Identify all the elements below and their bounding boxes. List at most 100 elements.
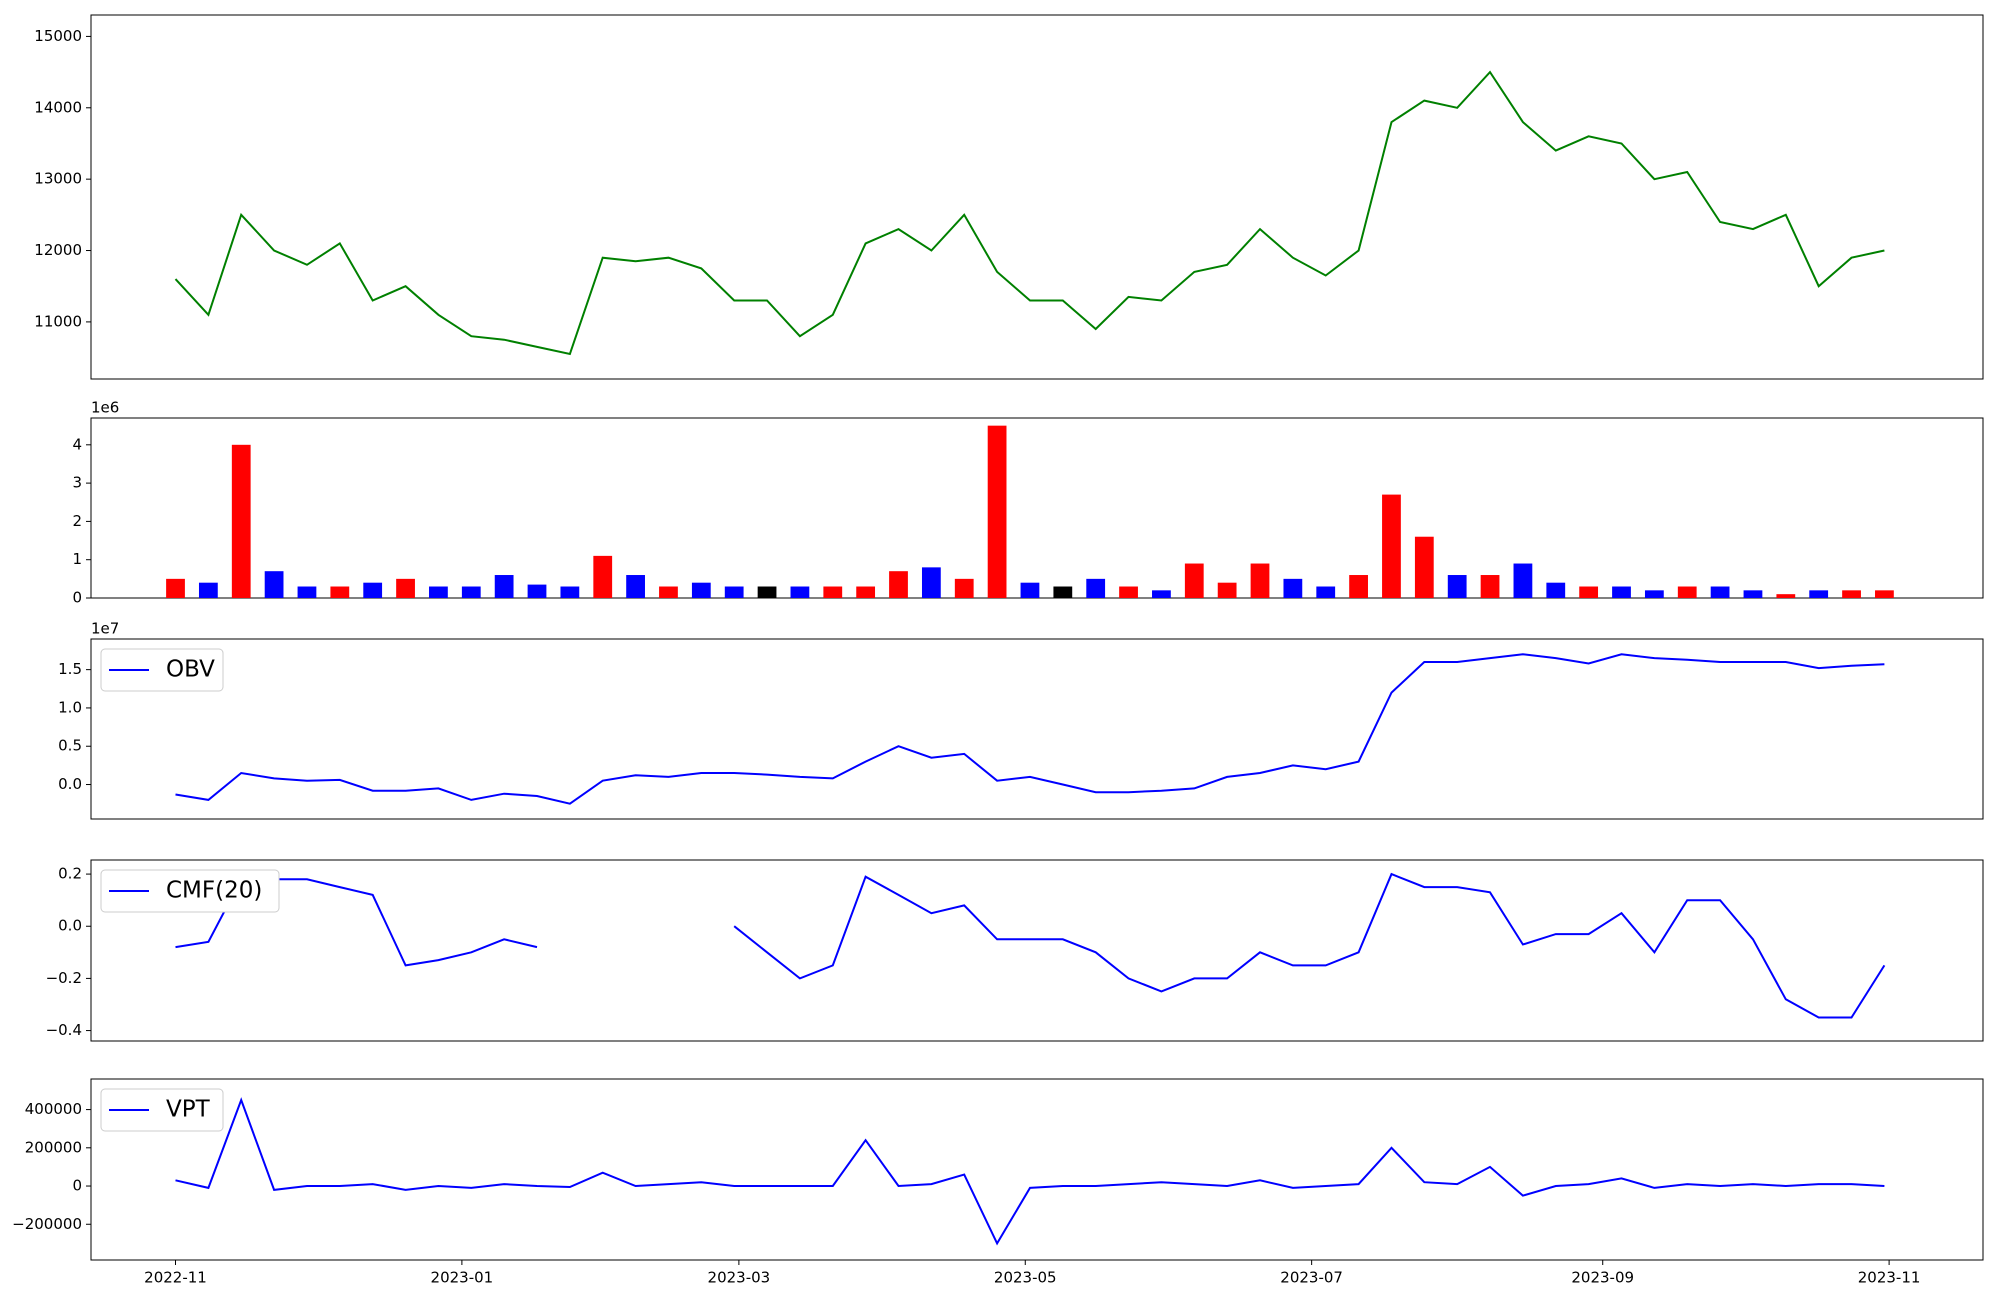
y-tick-label: 200000 xyxy=(25,1138,82,1156)
legend-box xyxy=(100,1088,224,1132)
y-tick-label: 0 xyxy=(72,1177,82,1195)
y-tick-label: 1.5 xyxy=(58,660,82,678)
plot-frame xyxy=(90,859,1984,1042)
bar xyxy=(1842,590,1861,598)
y-tick-label: 0.5 xyxy=(58,737,82,755)
y-tick-label: 14000 xyxy=(34,98,82,116)
x-tick-label: 2023-11 xyxy=(1858,1269,1921,1287)
bar xyxy=(1513,563,1533,598)
legend-box xyxy=(100,648,224,692)
plot-frame xyxy=(90,417,1984,599)
plot-frame xyxy=(90,14,1984,380)
legend-label: OBV xyxy=(166,657,215,683)
bar xyxy=(330,586,350,598)
bar xyxy=(1382,494,1401,598)
y-tick-label: −0.4 xyxy=(46,1021,82,1039)
bar xyxy=(461,586,481,598)
bar xyxy=(264,571,284,598)
bar xyxy=(1283,578,1303,598)
y-tick-label: 3 xyxy=(72,474,82,492)
y-tick-label: 0.0 xyxy=(58,775,82,793)
bar xyxy=(1579,586,1599,598)
x-tick-label: 2023-05 xyxy=(994,1269,1057,1287)
legend-label: VPT xyxy=(166,1097,211,1123)
bar xyxy=(1677,586,1697,598)
bar xyxy=(494,575,514,598)
y-tick-label: 13000 xyxy=(34,170,82,188)
bar xyxy=(1612,586,1631,598)
y-tick-label: 400000 xyxy=(25,1100,82,1118)
y-tick-label: 0 xyxy=(72,589,82,607)
y-tick-label: 0.0 xyxy=(58,917,82,935)
y-tick-label: 1 xyxy=(72,550,82,568)
bar xyxy=(1119,586,1138,598)
bar xyxy=(527,584,547,598)
data-line xyxy=(175,653,1885,805)
x-tick-label: 2023-09 xyxy=(1571,1269,1634,1287)
bar xyxy=(823,586,843,598)
bar xyxy=(297,586,317,598)
legend-box xyxy=(100,869,280,913)
plot-frame xyxy=(90,638,1984,820)
bar xyxy=(921,567,941,598)
y-tick-label: 2 xyxy=(72,512,82,530)
y-tick-label: 4 xyxy=(72,435,82,453)
bar xyxy=(724,586,744,598)
bar xyxy=(626,575,645,598)
bar xyxy=(560,586,580,598)
data-line xyxy=(175,1097,1885,1246)
data-line xyxy=(175,872,1886,1019)
y-tick-label: 15000 xyxy=(34,27,82,45)
legend-label: CMF(20) xyxy=(166,878,262,904)
bar xyxy=(198,582,218,598)
bar xyxy=(1053,586,1073,598)
bar xyxy=(429,586,448,598)
x-tick-label: 2023-03 xyxy=(708,1269,771,1287)
bar xyxy=(231,444,251,598)
bar xyxy=(363,582,383,598)
y-tick-label: −200000 xyxy=(12,1215,82,1233)
bar xyxy=(1152,590,1171,598)
bar xyxy=(889,571,908,598)
offset-label: 1e6 xyxy=(91,399,119,417)
bar xyxy=(1546,582,1566,598)
bar xyxy=(1644,590,1664,598)
bar xyxy=(691,582,711,598)
bar xyxy=(1184,563,1204,598)
bar xyxy=(1743,590,1763,598)
bar xyxy=(954,578,974,598)
y-tick-label: −0.2 xyxy=(46,969,82,987)
bar xyxy=(593,555,613,598)
bar xyxy=(1349,575,1368,598)
bar xyxy=(1414,536,1434,598)
bar xyxy=(659,586,678,598)
bar xyxy=(166,578,185,598)
y-tick-label: 0.2 xyxy=(58,865,82,883)
x-tick-label: 2023-07 xyxy=(1280,1269,1343,1287)
plot-frame xyxy=(90,1078,1984,1261)
data-line xyxy=(174,70,1885,356)
bar xyxy=(757,586,777,598)
bar xyxy=(1875,590,1894,598)
bar xyxy=(1316,586,1336,598)
bar xyxy=(1447,575,1467,598)
bar xyxy=(1710,586,1730,598)
y-tick-label: 1.0 xyxy=(58,698,82,716)
bar xyxy=(1250,563,1270,598)
y-tick-label: 11000 xyxy=(34,312,82,330)
bar xyxy=(1480,575,1500,598)
bar xyxy=(1020,582,1040,598)
x-tick-label: 2022-11 xyxy=(144,1269,207,1287)
bar xyxy=(790,586,810,598)
bar xyxy=(1809,590,1829,598)
offset-label: 1e7 xyxy=(91,620,119,638)
x-tick-label: 2023-01 xyxy=(431,1269,494,1287)
bar xyxy=(856,586,876,598)
bar xyxy=(1217,582,1237,598)
y-tick-label: 12000 xyxy=(34,241,82,259)
bar xyxy=(396,578,415,598)
bar xyxy=(987,425,1007,598)
bar xyxy=(1776,594,1796,598)
bar xyxy=(1086,578,1106,598)
